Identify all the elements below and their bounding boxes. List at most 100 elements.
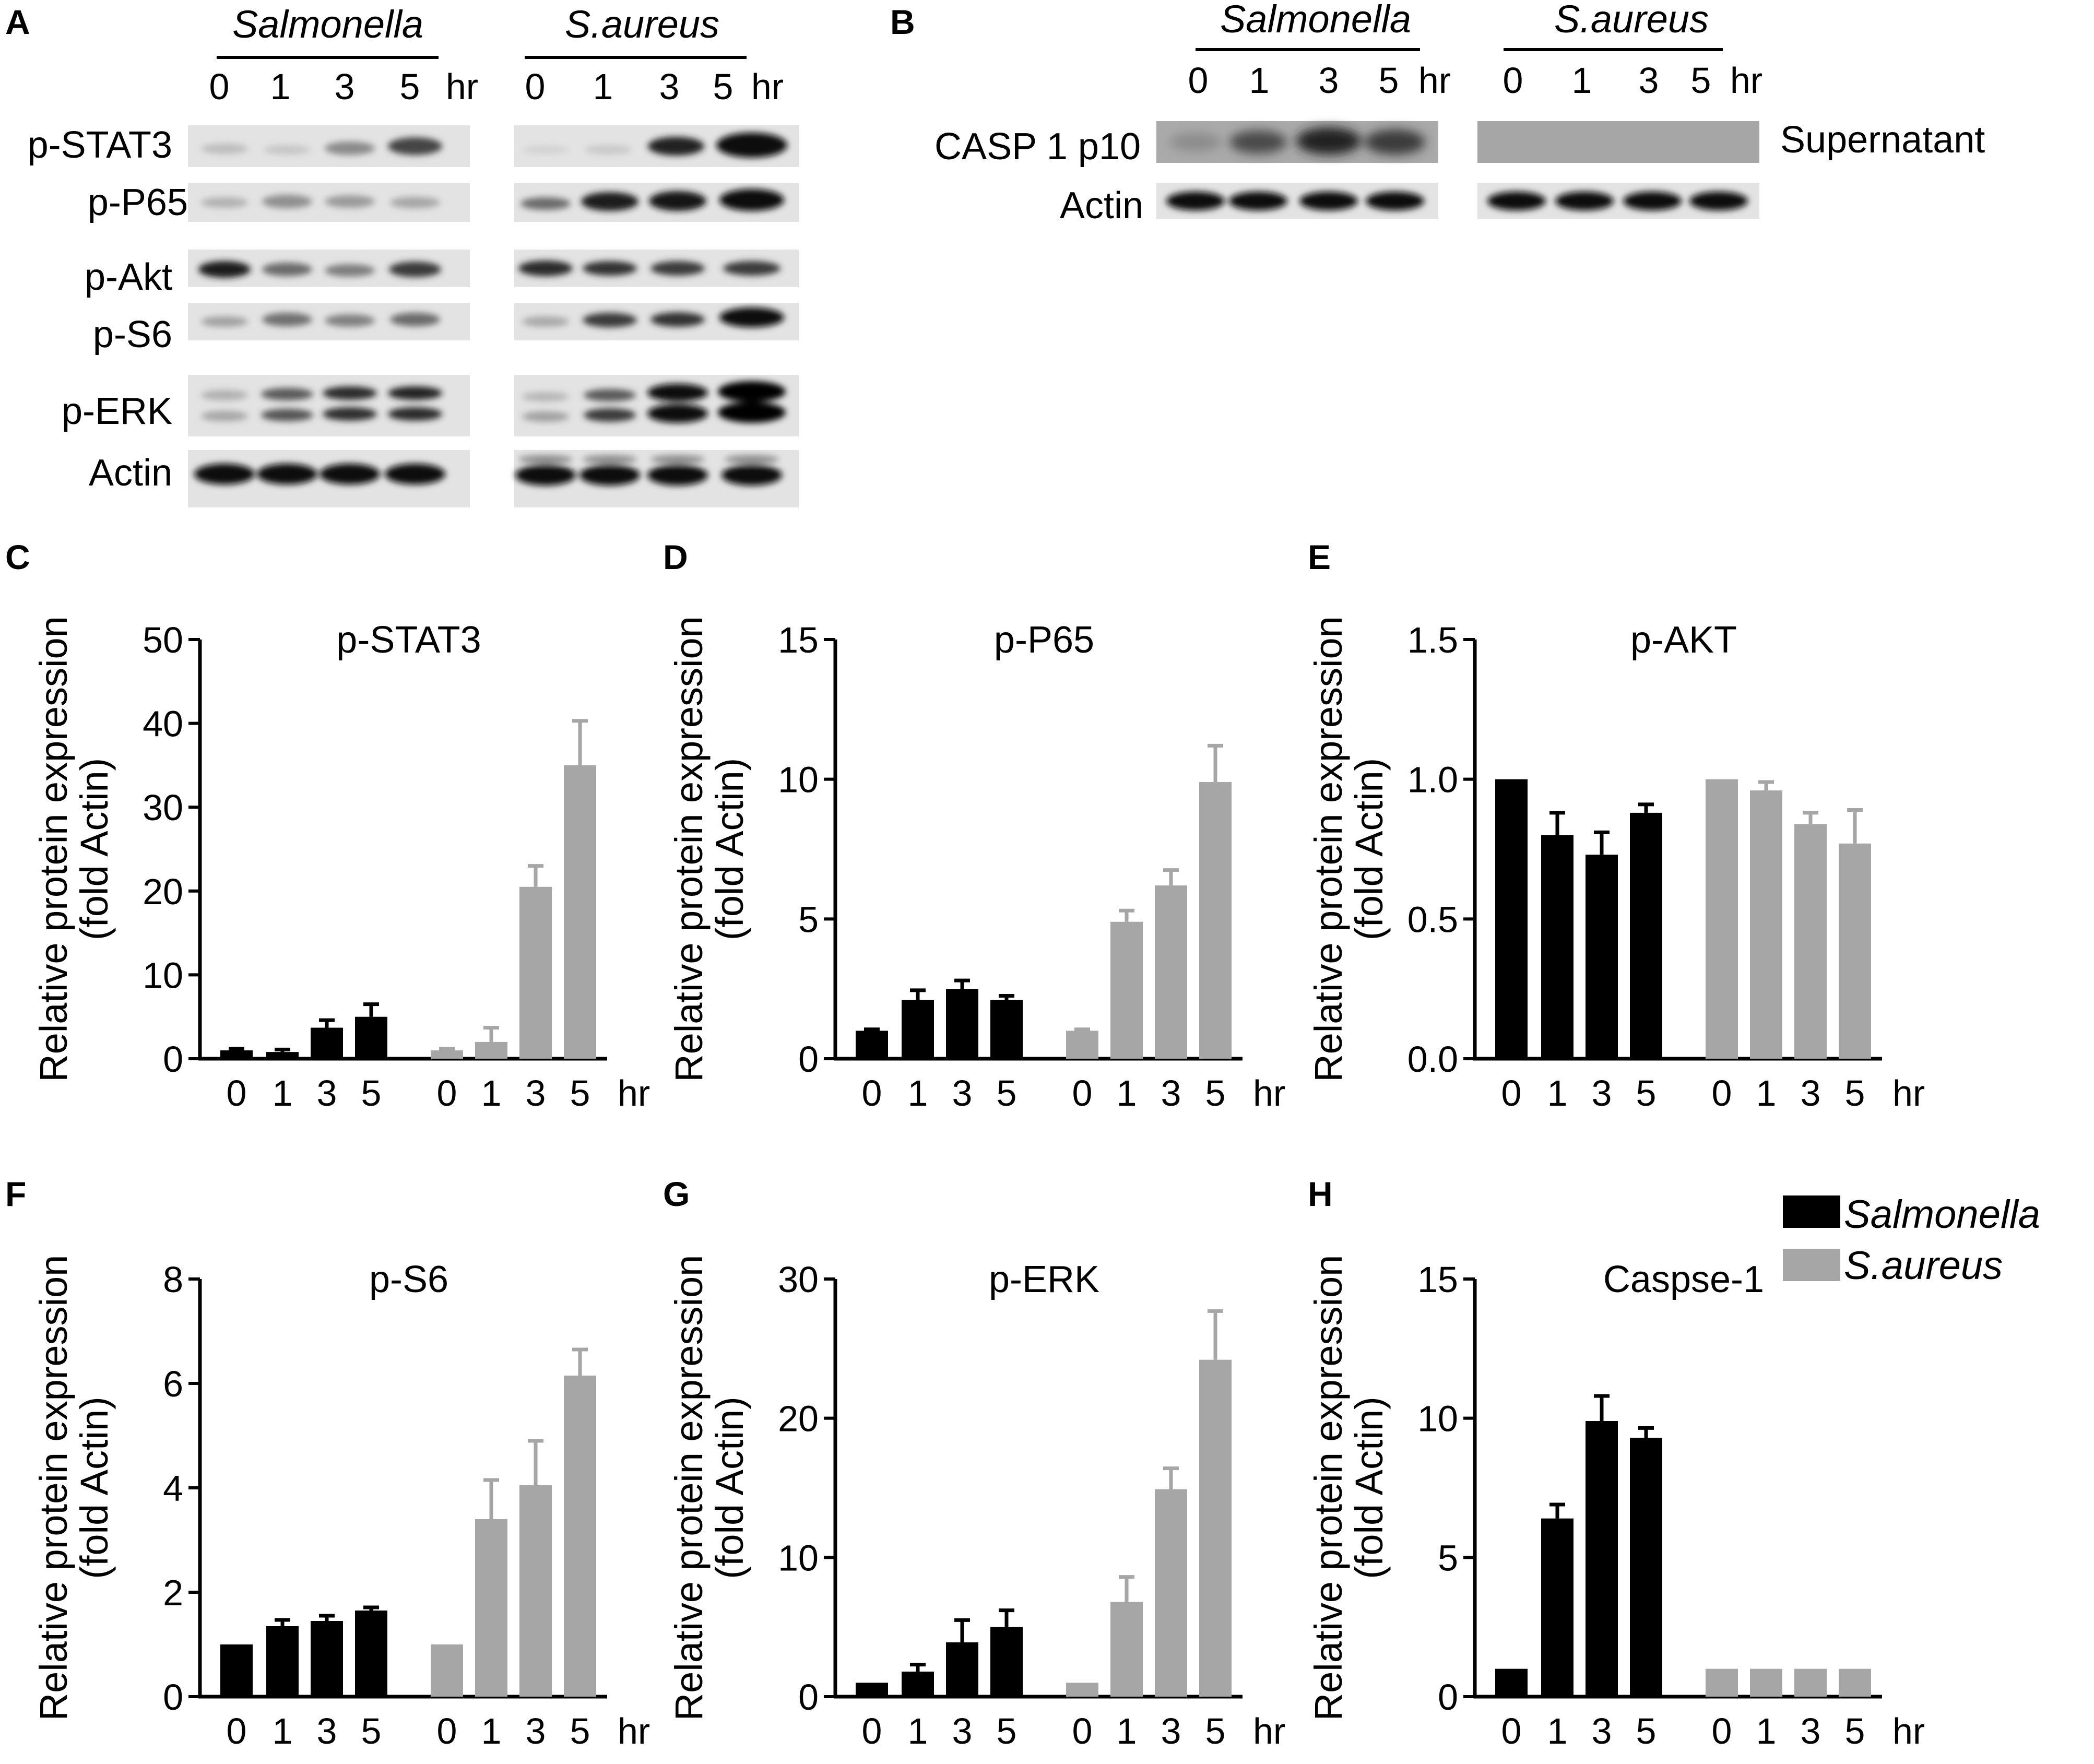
bar <box>1495 1668 1528 1697</box>
y-tick-label: 40 <box>143 704 183 744</box>
blot-band <box>201 390 248 400</box>
blot-band <box>388 137 442 155</box>
y-axis-label: Relative protein expression <box>667 616 711 1082</box>
blot-band <box>1623 192 1682 210</box>
bar <box>1586 855 1618 1059</box>
lane-unit: hr <box>1418 60 1451 101</box>
blot-band <box>518 455 573 464</box>
lane-label: 3 <box>1319 60 1339 101</box>
bar <box>1586 1421 1618 1697</box>
blot-band <box>201 197 248 208</box>
blot-band <box>262 263 312 276</box>
blot-band <box>1365 129 1425 155</box>
x-unit-label: hr <box>1253 1073 1285 1114</box>
blot-band <box>522 411 569 422</box>
blot-band <box>522 392 569 401</box>
bar <box>1541 1518 1574 1697</box>
y-tick-label: 50 <box>143 620 183 660</box>
lane-unit: hr <box>751 66 784 107</box>
x-tick-label: 5 <box>997 1073 1017 1114</box>
blot-band <box>716 133 787 158</box>
blot-band <box>201 144 248 154</box>
bar <box>1630 812 1662 1059</box>
blot-strip <box>1477 121 1759 163</box>
y-tick-label: 1.5 <box>1407 620 1458 660</box>
x-tick-label: 5 <box>1845 1073 1865 1114</box>
blot-band <box>723 261 780 276</box>
x-tick-label: 3 <box>1801 1073 1821 1114</box>
blot-band <box>584 408 636 422</box>
blot-band <box>718 381 786 402</box>
y-tick-label: 0 <box>1438 1677 1458 1718</box>
lane-label: 1 <box>270 66 291 107</box>
x-tick-label: 0 <box>862 1073 882 1114</box>
blot-band <box>1229 131 1287 153</box>
blot-band <box>583 261 637 276</box>
y-tick-label: 10 <box>778 1537 819 1578</box>
blot-band <box>583 455 637 464</box>
group-label-saureus: S.aureus <box>565 3 719 46</box>
y-axis-label: Relative protein expression <box>1307 1255 1350 1721</box>
blot-strips <box>1156 121 1759 219</box>
y-axis-label-units: (fold Actin) <box>73 758 116 941</box>
lane-label: 1 <box>1572 60 1592 101</box>
lane-label: 3 <box>1639 60 1659 101</box>
panel-letter: D <box>663 538 688 576</box>
bar <box>1110 921 1143 1059</box>
bar <box>1155 1489 1187 1697</box>
x-tick-label: 5 <box>1845 1711 1865 1751</box>
lane-label: 3 <box>335 66 355 107</box>
x-tick-label: 3 <box>1592 1073 1612 1114</box>
lane-label: 0 <box>1188 60 1209 101</box>
panel-letter: H <box>1308 1175 1333 1213</box>
bar <box>1066 1031 1098 1059</box>
x-unit-label: hr <box>1253 1711 1285 1751</box>
y-axis-label: Relative protein expression <box>1307 616 1350 1082</box>
y-tick-label: 30 <box>143 787 183 828</box>
y-tick-label: 0.0 <box>1407 1039 1458 1080</box>
x-tick-label: 1 <box>908 1073 928 1114</box>
x-tick-label: 0 <box>1712 1711 1732 1751</box>
bar <box>856 1031 888 1059</box>
legend-label-saureus: S.aureus <box>1844 1244 2003 1288</box>
blot-band <box>1229 192 1287 210</box>
x-tick-label: 3 <box>1161 1711 1181 1751</box>
bar <box>902 1000 934 1059</box>
bar <box>1495 779 1528 1059</box>
blot-row-label: p-S6 <box>93 314 172 356</box>
bar <box>902 1672 934 1697</box>
y-tick-label: 0.5 <box>1407 899 1458 940</box>
blot-band <box>650 312 705 327</box>
x-tick-label: 0 <box>227 1711 247 1751</box>
blot-band <box>325 264 375 277</box>
blot-band <box>579 465 640 486</box>
panel-letter-a: A <box>5 3 30 41</box>
blot-band <box>719 189 784 211</box>
legend-swatch-saureus <box>1783 1249 1840 1281</box>
chart-title: Caspse-1 <box>1603 1259 1764 1300</box>
blot-row-label: Actin <box>1060 185 1143 227</box>
bar <box>946 989 978 1059</box>
blot-band <box>647 465 708 486</box>
x-tick-label: 3 <box>526 1073 546 1114</box>
chart-title: p-P65 <box>994 619 1094 661</box>
y-tick-label: 10 <box>1417 1399 1458 1439</box>
lane-unit: hr <box>446 66 478 107</box>
blot-band <box>1555 192 1614 210</box>
blot-band <box>585 145 632 155</box>
blot-row-labels: p-STAT3 p-P65 p-Akt p-S6 p-ERK Actin <box>28 124 188 494</box>
blot-strip <box>188 375 470 436</box>
bar <box>1199 782 1232 1059</box>
blot-band <box>647 384 708 401</box>
x-tick-label: 1 <box>1756 1711 1777 1751</box>
blot-band <box>1166 192 1225 210</box>
bar <box>564 1376 596 1697</box>
x-unit-label: hr <box>618 1711 650 1751</box>
x-tick-label: 5 <box>570 1073 590 1114</box>
bar <box>990 1627 1023 1697</box>
blot-band <box>198 261 251 278</box>
chart-caspase-1: H Caspse-1 Relative protein expression(fol… <box>1307 1175 1925 1751</box>
bar <box>475 1519 507 1697</box>
x-tick-label: 3 <box>952 1073 973 1114</box>
x-tick-label: 3 <box>1161 1073 1181 1114</box>
